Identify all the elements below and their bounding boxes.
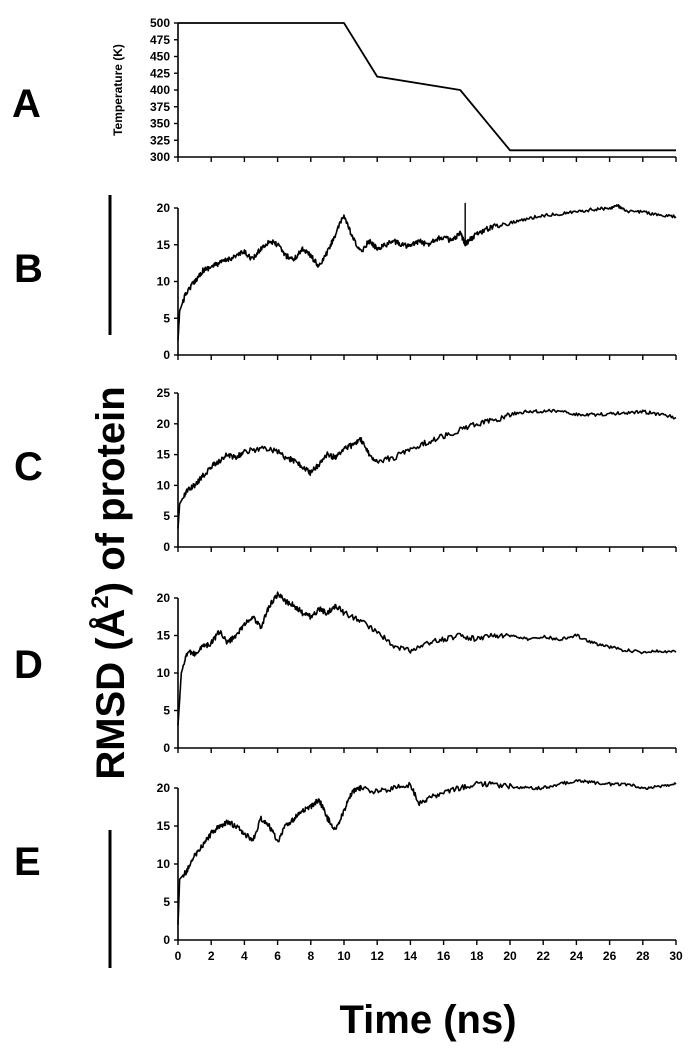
y-tick-label-a: 375 [150,100,170,114]
panel-a: 300 325 350 375 400 425 450 475 500 Temperature (… [111,16,677,164]
y-tick-label-a: 400 [150,83,170,97]
y-tick-label-b: 0 [163,348,170,362]
y-tick-label-c: 5 [163,509,170,523]
y-tick-label-c: 10 [157,478,171,492]
y-tick-label-a: 325 [150,133,170,147]
y-tick-label-a: 425 [150,66,170,80]
y-tick-label-b: 10 [157,275,171,289]
y-tick-label-d: 10 [157,666,171,680]
x-tick-label-e: 4 [241,949,248,963]
series-line-b [177,204,677,341]
panel-label-a: A [12,82,41,126]
y-tick-label-b: 15 [157,238,171,252]
x-tick-label-e: 24 [570,949,584,963]
panel-label-b: B [14,247,43,291]
y-tick-label-c: 0 [163,540,170,554]
y-tick-label-a: 450 [150,50,170,64]
shared-ylabel-sup: 2 [87,595,114,608]
y-tick-label-e: 20 [157,781,171,795]
shared-ylabel: RMSD (Å2) of protein [87,386,133,779]
x-tick-label-e: 16 [437,949,451,963]
y-tick-label-d: 5 [163,704,170,718]
panel-label-e: E [14,840,41,884]
y-tick-label-e: 15 [157,819,171,833]
panel-label-d: D [14,643,43,687]
x-axis-title: Time (ns) [339,998,516,1042]
x-tick-label-e: 14 [404,949,418,963]
series-line-e [177,779,677,925]
x-tick-label-e: 30 [669,949,683,963]
y-tick-label-a: 475 [150,33,170,47]
x-tick-label-e: 22 [537,949,551,963]
panel-c: 0 5 10 15 20 25 [157,386,677,554]
x-tick-label-e: 20 [503,949,517,963]
series-line-d [177,591,677,726]
panel-d: 0 5 10 15 20 [157,591,677,755]
y-tick-label-e: 10 [157,857,171,871]
y-tick-label-d: 0 [163,741,170,755]
x-tick-label-e: 8 [307,949,314,963]
y-tick-label-d: 15 [157,629,171,643]
x-tick-label-e: 10 [337,949,351,963]
y-axis-title-a: Temperature (K) [111,44,125,136]
y-tick-label-c: 25 [157,386,171,400]
y-tick-label-c: 15 [157,448,171,462]
series-line-a [178,22,676,152]
y-tick-label-b: 20 [157,201,171,215]
y-tick-label-a: 350 [150,117,170,131]
y-tick-label-a: 500 [150,16,170,30]
y-tick-label-a: 300 [150,150,170,164]
x-tick-label-e: 6 [274,949,281,963]
series-line-c [177,408,677,529]
x-tick-label-e: 28 [636,949,650,963]
y-tick-label-e: 0 [163,933,170,947]
y-tick-label-b: 5 [163,311,170,325]
x-tick-label-e: 2 [208,949,215,963]
y-tick-label-e: 5 [163,895,170,909]
shared-ylabel-group: RMSD (Å2) of protein [87,195,133,968]
x-tick-label-e: 12 [371,949,385,963]
x-tick-label-e: 0 [175,949,182,963]
y-tick-label-d: 20 [157,591,171,605]
panel-label-c: C [14,445,43,489]
x-tick-label-e: 18 [470,949,484,963]
panel-b: 0 5 10 15 20 [157,201,677,362]
y-tick-label-c: 20 [157,417,171,431]
x-tick-label-e: 26 [603,949,617,963]
